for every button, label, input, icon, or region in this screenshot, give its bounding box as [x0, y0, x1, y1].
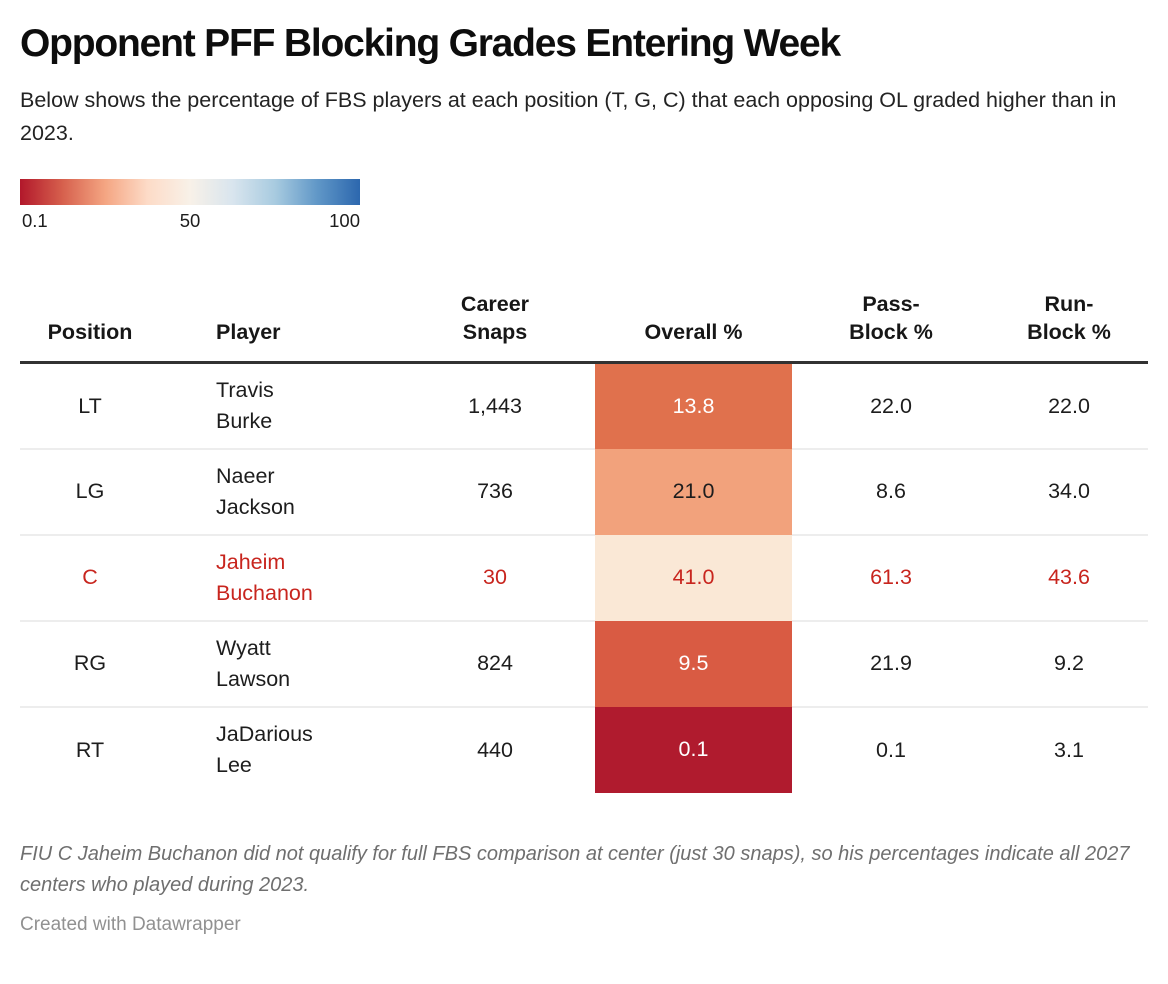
color-gradient-bar — [20, 178, 360, 205]
column-header-overall: Overall % — [595, 289, 792, 365]
career-snaps-cell: 30 — [395, 533, 595, 621]
position-cell: RT — [20, 705, 160, 793]
pass-block-cell: 0.1 — [792, 705, 990, 793]
column-header-career-snaps: Career Snaps — [395, 289, 595, 365]
table-row: RG Wyatt Lawson 824 9.5 21.9 9.2 — [20, 619, 1148, 707]
datawrapper-credit: Created with Datawrapper — [20, 913, 241, 935]
position-cell: RG — [20, 619, 160, 707]
legend-max-label: 100 — [329, 209, 360, 231]
run-block-cell: 43.6 — [990, 533, 1148, 621]
table-header: Position Player Career Snaps Overall % P… — [20, 289, 1148, 365]
overall-heatmap-cell: 0.1 — [595, 706, 792, 793]
chart-container: Opponent PFF Blocking Grades Entering We… — [0, 22, 1168, 936]
player-first-name: Jaheim — [216, 549, 286, 574]
player-cell: Travis Burke — [160, 363, 395, 449]
career-snaps-cell: 1,443 — [468, 393, 522, 418]
player-cell: Wyatt Lawson — [160, 619, 395, 707]
legend-labels: 0.1 50 100 — [20, 210, 360, 234]
pass-block-cell: 22.0 — [870, 393, 912, 418]
overall-heatmap-cell: 41.0 — [595, 534, 792, 621]
table-row: C Jaheim Buchanon 30 41.0 61.3 43.6 — [20, 533, 1148, 621]
grades-table: Position Player Career Snaps Overall % P… — [20, 289, 1148, 793]
player-first-name: Wyatt — [216, 635, 271, 660]
run-block-cell: 22.0 — [1048, 393, 1090, 418]
player-last-name: Jackson — [216, 494, 295, 519]
table-body: LT Travis Burke 1,443 13.8 22.0 22.0 LG … — [20, 362, 1148, 793]
overall-heatmap-cell: 9.5 — [595, 620, 792, 707]
career-snaps-cell: 824 — [395, 619, 595, 707]
legend-mid-label: 50 — [179, 209, 201, 231]
career-snaps-cell: 440 — [395, 705, 595, 793]
player-cell: Jaheim Buchanon — [160, 533, 395, 621]
column-header-run-block: Run- Block % — [990, 289, 1148, 365]
header-line: Block % — [849, 320, 933, 344]
run-block-cell: 9.2 — [990, 619, 1148, 707]
position-cell: C — [20, 533, 160, 621]
career-snaps-cell: 736 — [395, 447, 595, 535]
player-first-name: JaDarious — [216, 722, 313, 747]
column-header-position: Position — [20, 289, 160, 365]
legend-min-label: 0.1 — [22, 209, 48, 231]
pass-block-cell: 21.9 — [792, 619, 990, 707]
header-line: Career — [460, 291, 530, 316]
overall-heatmap-cell: 13.8 — [595, 362, 792, 449]
header-line: Pass- — [862, 291, 920, 316]
footnote: FIU C Jaheim Buchanon did not qualify fo… — [20, 842, 1130, 896]
table-row: LG Naeer Jackson 736 21.0 8.6 34.0 — [20, 447, 1148, 535]
position-cell: LG — [20, 447, 160, 535]
player-last-name: Lawson — [216, 666, 291, 691]
column-header-pass-block: Pass- Block % — [792, 289, 990, 365]
player-cell: JaDarious Lee — [160, 705, 395, 793]
chart-subtitle: Below shows the percentage of FBS player… — [20, 88, 1117, 146]
player-last-name: Buchanon — [216, 580, 313, 605]
pass-block-cell: 8.6 — [792, 447, 990, 535]
header-line: Snaps — [462, 320, 528, 344]
overall-heatmap-cell: 21.0 — [595, 448, 792, 535]
page-title: Opponent PFF Blocking Grades Entering We… — [20, 22, 841, 65]
color-scale-legend: 0.1 50 100 — [20, 178, 360, 234]
pass-block-cell: 61.3 — [792, 533, 990, 621]
column-header-player: Player — [160, 289, 395, 365]
player-first-name: Travis — [216, 377, 274, 402]
header-line: Block % — [1027, 320, 1111, 344]
player-last-name: Burke — [216, 409, 273, 434]
run-block-cell: 34.0 — [990, 447, 1148, 535]
position-cell: LT — [78, 393, 102, 418]
table-row: LT Travis Burke 1,443 13.8 22.0 22.0 — [20, 362, 1148, 449]
player-cell: Naeer Jackson — [160, 447, 395, 535]
player-first-name: Naeer — [216, 463, 275, 488]
header-line: Run- — [1044, 291, 1094, 316]
run-block-cell: 3.1 — [990, 705, 1148, 793]
player-last-name: Lee — [216, 753, 252, 778]
table-row: RT JaDarious Lee 440 0.1 0.1 3.1 — [20, 705, 1148, 793]
